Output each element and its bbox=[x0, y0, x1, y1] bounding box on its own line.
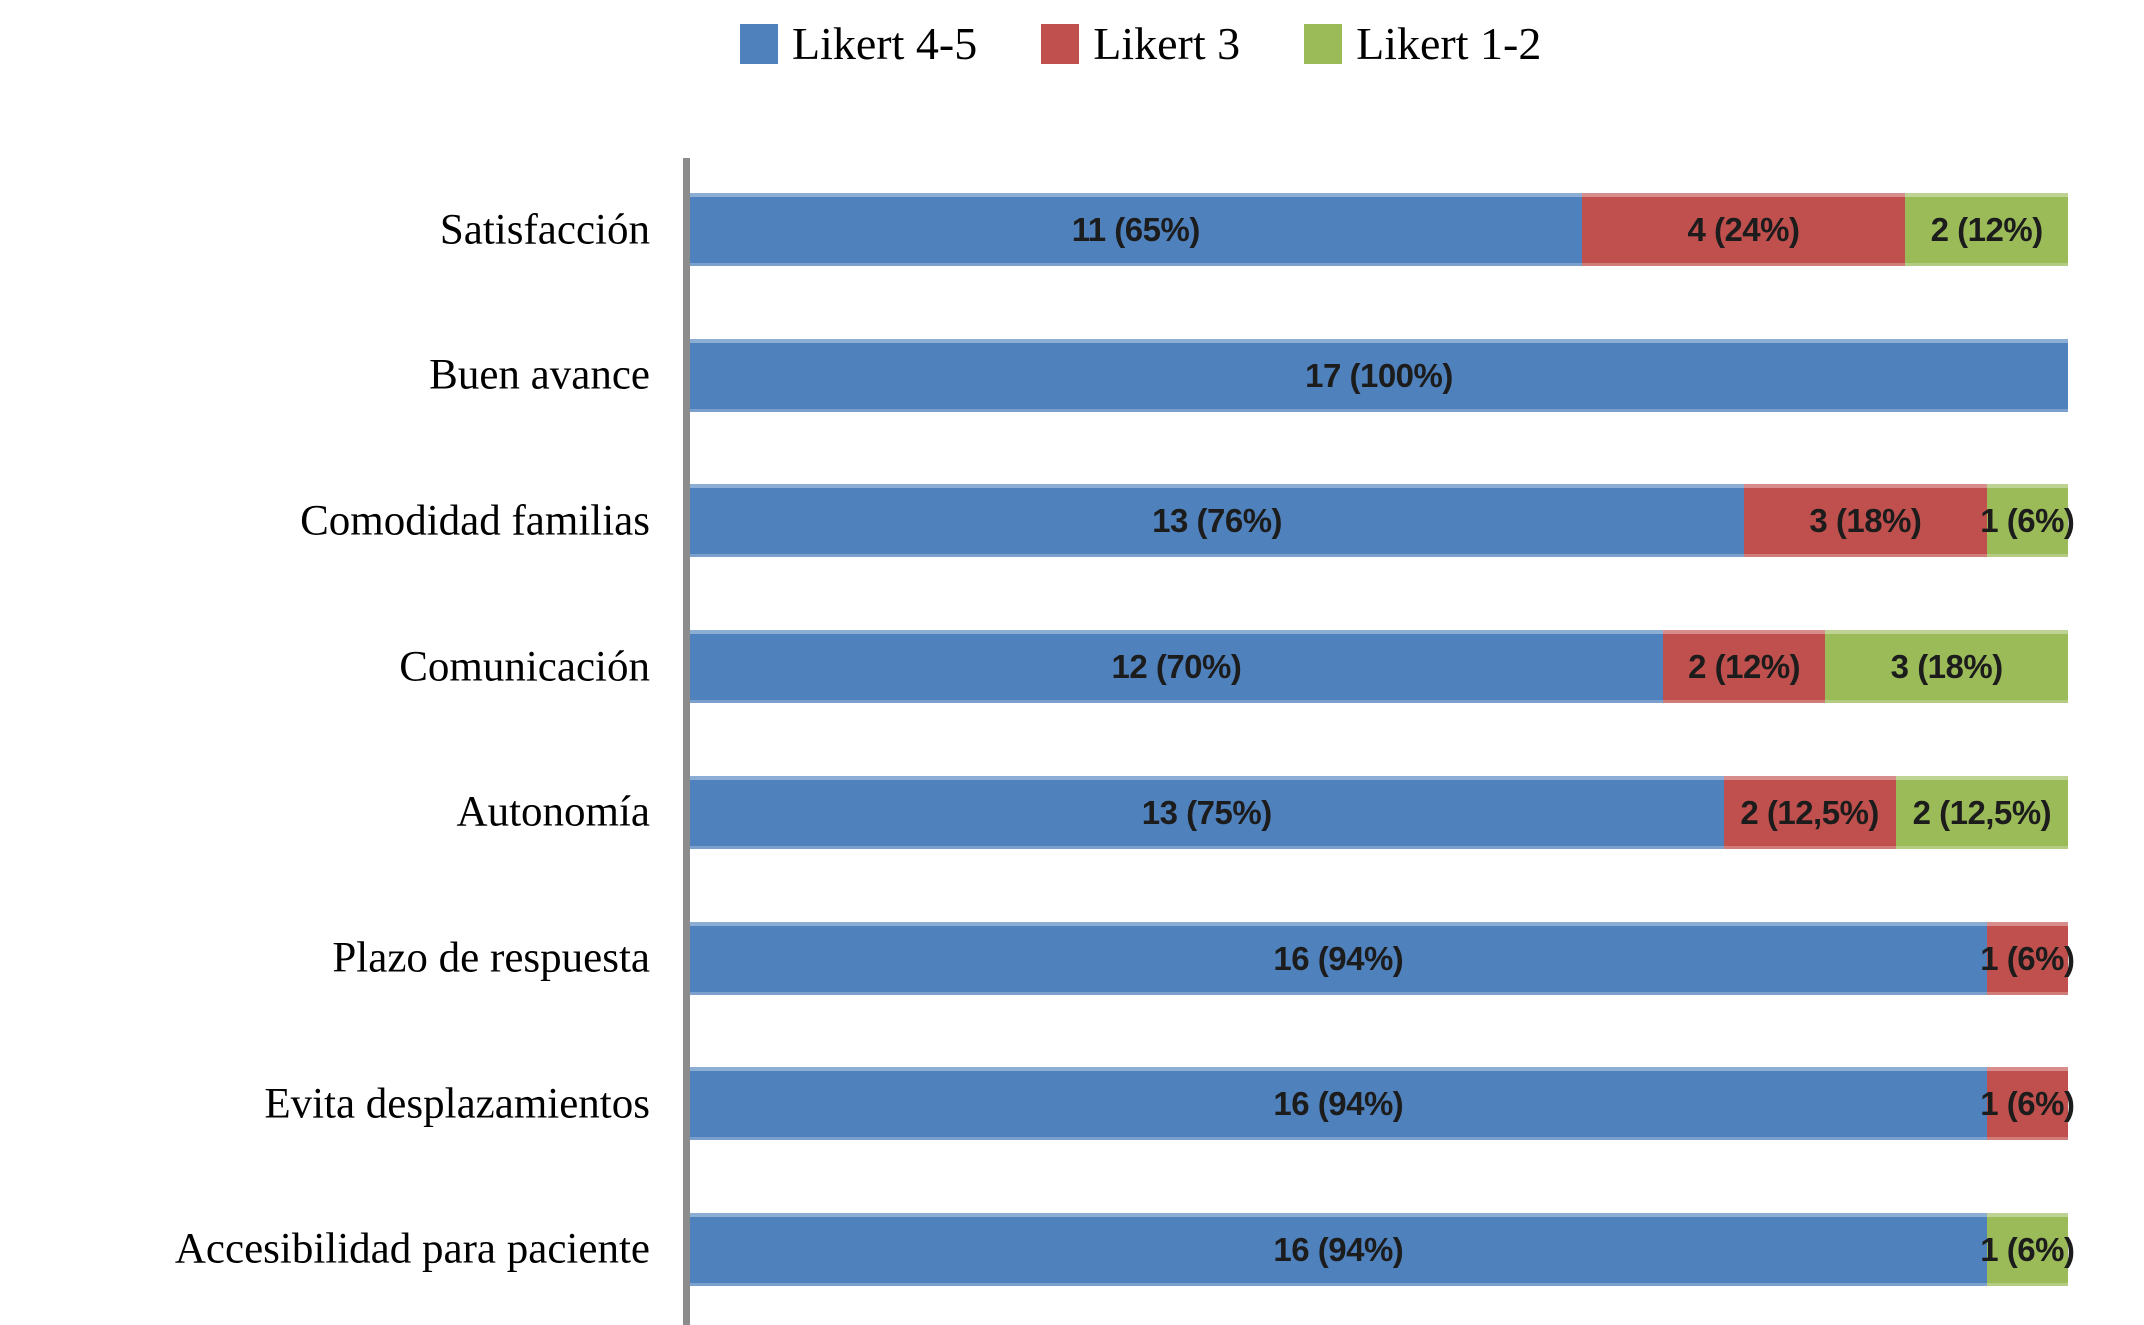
bar-row-autonom-a: Autonomía 13 (75%) 2 (12,5%) 2 (12,5%) bbox=[0, 775, 2144, 849]
bar-track: 16 (94%) 1 (6%) bbox=[690, 921, 2075, 995]
bar-segment-likert-4-5: 11 (65%) bbox=[690, 193, 1582, 266]
bar-track: 11 (65%) 4 (24%) 2 (12%) bbox=[690, 193, 2068, 266]
category-label: Plazo de respuesta bbox=[332, 934, 650, 982]
category-label: Comodidad familias bbox=[300, 497, 650, 545]
chart-legend: Likert 4-5 Likert 3 Likert 1-2 bbox=[740, 12, 1541, 76]
legend-label: Likert 1-2 bbox=[1356, 18, 1542, 69]
category-label: Autonomía bbox=[456, 788, 650, 836]
legend-label: Likert 4-5 bbox=[792, 18, 978, 69]
category-label: Satisfacción bbox=[439, 206, 650, 253]
bar-row-satisfacci-n: Satisfacción 11 (65%) 4 (24%) 2 (12%) bbox=[0, 193, 2144, 266]
y-axis-line bbox=[683, 158, 690, 1325]
segment-value-label: 2 (12%) bbox=[1688, 648, 1801, 686]
bar-segment-likert-1-2: 2 (12%) bbox=[1905, 193, 2068, 266]
segment-value-label: 1 (6%) bbox=[1980, 1230, 2075, 1268]
segment-value-label: 16 (94%) bbox=[1273, 1085, 1404, 1123]
bar-segment-likert-4-5: 13 (76%) bbox=[690, 484, 1745, 558]
segment-value-label: 16 (94%) bbox=[1273, 939, 1404, 977]
segment-value-label: 2 (12%) bbox=[1930, 211, 2044, 248]
bar-segment-likert-4-5: 17 (100%) bbox=[690, 338, 2068, 412]
segment-value-label: 4 (24%) bbox=[1687, 211, 1800, 248]
segment-value-label: 2 (12,5%) bbox=[1740, 793, 1879, 831]
bar-segment-likert-1-2: 1 (6%) bbox=[1980, 1212, 2075, 1286]
bar-segment-likert-3: 1 (6%) bbox=[1980, 1067, 2075, 1141]
legend-swatch-likert-4-5 bbox=[740, 24, 778, 64]
segment-value-label: 1 (6%) bbox=[1980, 1085, 2075, 1123]
legend-item-likert-4-5: Likert 4-5 bbox=[740, 21, 977, 67]
segment-value-label: 16 (94%) bbox=[1273, 1230, 1404, 1268]
bar-track: 16 (94%) 1 (6%) bbox=[690, 1212, 2075, 1286]
bar-segment-likert-4-5: 13 (75%) bbox=[690, 775, 1724, 849]
bar-track: 13 (76%) 3 (18%) 1 (6%) bbox=[690, 484, 2075, 558]
legend-item-likert-1-2: Likert 1-2 bbox=[1304, 21, 1541, 67]
bar-row-buen-avance: Buen avance 17 (100%) bbox=[0, 338, 2144, 412]
segment-value-label: 17 (100%) bbox=[1305, 356, 1453, 394]
bar-segment-likert-4-5: 16 (94%) bbox=[690, 1067, 1987, 1141]
category-label: Buen avance bbox=[429, 351, 650, 399]
legend-label: Likert 3 bbox=[1093, 18, 1241, 69]
bar-segment-likert-3: 1 (6%) bbox=[1980, 921, 2075, 995]
legend-swatch-likert-3 bbox=[1041, 24, 1080, 64]
category-label: Comunicación bbox=[399, 643, 650, 691]
legend-item-likert-3: Likert 3 bbox=[1041, 21, 1240, 67]
bar-row-comunicaci-n: Comunicación 12 (70%) 2 (12%) 3 (18%) bbox=[0, 630, 2144, 704]
bar-segment-likert-4-5: 12 (70%) bbox=[690, 630, 1663, 704]
segment-value-label: 1 (6%) bbox=[1980, 502, 2075, 540]
segment-value-label: 13 (75%) bbox=[1141, 793, 1272, 831]
bar-segment-likert-1-2: 2 (12,5%) bbox=[1895, 775, 2068, 849]
segment-value-label: 13 (76%) bbox=[1152, 502, 1283, 540]
category-label: Evita desplazamientos bbox=[264, 1080, 650, 1128]
bar-segment-likert-1-2: 1 (6%) bbox=[1980, 484, 2075, 558]
bar-track: 13 (75%) 2 (12,5%) 2 (12,5%) bbox=[690, 775, 2068, 849]
bar-segment-likert-4-5: 16 (94%) bbox=[690, 921, 1987, 995]
segment-value-label: 3 (18%) bbox=[1809, 502, 1922, 540]
segment-value-label: 12 (70%) bbox=[1111, 648, 1242, 686]
bar-segment-likert-4-5: 16 (94%) bbox=[690, 1212, 1987, 1286]
category-label: Accesibilidad para paciente bbox=[174, 1225, 650, 1273]
bar-segment-likert-3: 4 (24%) bbox=[1581, 193, 1906, 266]
bar-row-accesibilidad-para-paciente: Accesibilidad para paciente 16 (94%) 1 (6%… bbox=[0, 1212, 2144, 1286]
segment-value-label: 11 (65%) bbox=[1071, 211, 1201, 248]
bar-track: 17 (100%) bbox=[690, 338, 2068, 412]
segment-value-label: 1 (6%) bbox=[1980, 939, 2075, 977]
bar-segment-likert-1-2: 3 (18%) bbox=[1825, 630, 2068, 704]
bar-track: 12 (70%) 2 (12%) 3 (18%) bbox=[690, 630, 2068, 704]
segment-value-label: 3 (18%) bbox=[1890, 648, 2004, 686]
bar-row-evita-desplazamientos: Evita desplazamientos 16 (94%) 1 (6%) bbox=[0, 1067, 2144, 1141]
bar-segment-likert-3: 3 (18%) bbox=[1744, 484, 1987, 558]
legend-swatch-likert-1-2 bbox=[1304, 24, 1343, 64]
bar-segment-likert-3: 2 (12,5%) bbox=[1723, 775, 1896, 849]
bar-segment-likert-3: 2 (12%) bbox=[1662, 630, 1826, 704]
bar-row-plazo-de-respuesta: Plazo de respuesta 16 (94%) 1 (6%) bbox=[0, 921, 2144, 995]
bar-row-comodidad-familias: Comodidad familias 13 (76%) 3 (18%) 1 (6%) bbox=[0, 484, 2144, 558]
segment-value-label: 2 (12,5%) bbox=[1912, 793, 2052, 831]
bar-track: 16 (94%) 1 (6%) bbox=[690, 1067, 2075, 1141]
